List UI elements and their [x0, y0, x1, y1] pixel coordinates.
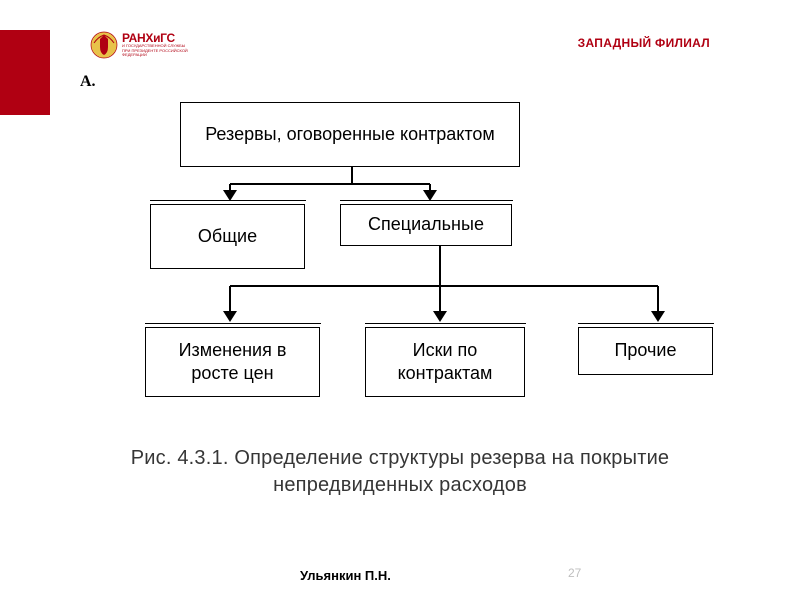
connector-to_l2b_v: [439, 286, 441, 311]
node-l1a: Общие: [150, 204, 305, 269]
connector-to_l2c_v: [657, 286, 659, 311]
accent-bar: [0, 30, 50, 115]
connector-to_l2a_v: [229, 286, 231, 311]
connector-to_l2c_head: [651, 311, 665, 322]
logo-crest-icon: [90, 31, 118, 59]
node-root: Резервы, оговоренные контрактом: [180, 102, 520, 167]
connector-row2_h: [230, 285, 658, 287]
section-marker: А.: [80, 73, 96, 91]
connector-l1b_drop: [439, 246, 441, 286]
diagram: Резервы, оговоренные контрактом Общие Спец…: [120, 92, 750, 422]
node-l2c: Прочие: [578, 327, 713, 375]
connector-to_l2a_head: [223, 311, 237, 322]
branch-label: ЗАПАДНЫЙ ФИЛИАЛ: [578, 36, 710, 50]
node-l2b: Иски по контрактам: [365, 327, 525, 397]
logo-sub2: ПРИ ПРЕЗИДЕНТЕ РОССИЙСКОЙ ФЕДЕРАЦИИ: [122, 49, 200, 58]
author-name: Ульянкин П.Н.: [300, 568, 391, 583]
figure-caption: Рис. 4.3.1. Определение структуры резерв…: [100, 445, 700, 499]
connector-to_l1b_head: [423, 190, 437, 201]
connector-root_drop: [351, 167, 353, 184]
logo-text: РАНХиГС И ГОСУДАРСТВЕННОЙ СЛУЖБЫ ПРИ ПРЕ…: [122, 32, 200, 57]
connector-to_l2b_head: [433, 311, 447, 322]
node-l2a: Изменения в росте цен: [145, 327, 320, 397]
node-l1b: Специальные: [340, 204, 512, 246]
logo: РАНХиГС И ГОСУДАРСТВЕННОЙ СЛУЖБЫ ПРИ ПРЕ…: [90, 30, 200, 60]
slide: РАНХиГС И ГОСУДАРСТВЕННОЙ СЛУЖБЫ ПРИ ПРЕ…: [0, 0, 800, 600]
connector-row1_h: [230, 183, 430, 185]
page-number: 27: [568, 566, 581, 580]
connector-to_l1a_head: [223, 190, 237, 201]
